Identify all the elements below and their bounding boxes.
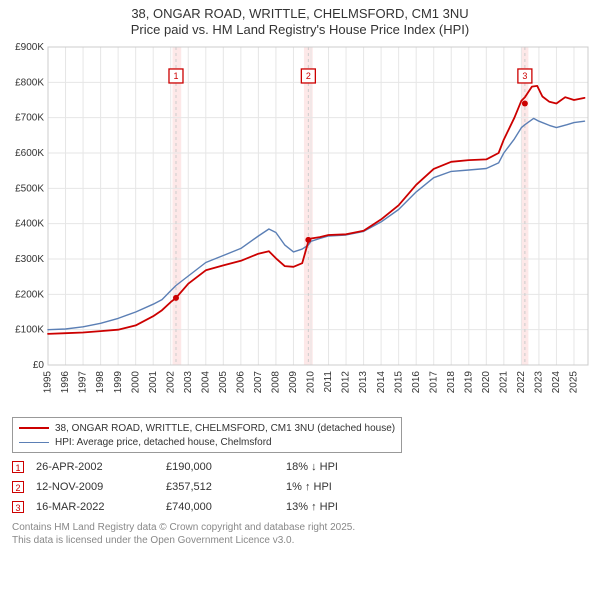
svg-text:2022: 2022 <box>516 371 527 394</box>
svg-text:3: 3 <box>522 71 527 81</box>
marker-diff: 1% ↑ HPI <box>286 481 406 493</box>
svg-text:2001: 2001 <box>148 371 159 394</box>
page: 38, ONGAR ROAD, WRITTLE, CHELMSFORD, CM1… <box>0 0 600 590</box>
marker-price: £357,512 <box>166 481 286 493</box>
marker-number-box: 3 <box>12 501 24 513</box>
svg-text:1997: 1997 <box>78 371 89 394</box>
marker-diff: 13% ↑ HPI <box>286 501 406 513</box>
legend-row: HPI: Average price, detached house, Chel… <box>19 435 395 449</box>
svg-text:2023: 2023 <box>534 371 545 394</box>
svg-text:2017: 2017 <box>428 371 439 394</box>
svg-text:2016: 2016 <box>411 371 422 394</box>
svg-text:£700K: £700K <box>15 113 44 124</box>
legend: 38, ONGAR ROAD, WRITTLE, CHELMSFORD, CM1… <box>12 417 402 453</box>
marker-number-box: 2 <box>12 481 24 493</box>
svg-text:2003: 2003 <box>183 371 194 394</box>
svg-text:2018: 2018 <box>446 371 457 394</box>
svg-text:£600K: £600K <box>15 148 44 159</box>
marker-diff: 18% ↓ HPI <box>286 461 406 473</box>
svg-text:2007: 2007 <box>253 371 264 394</box>
svg-text:1: 1 <box>173 71 178 81</box>
svg-text:2: 2 <box>306 71 311 81</box>
marker-date: 16-MAR-2022 <box>36 501 166 513</box>
svg-text:2024: 2024 <box>551 371 562 394</box>
legend-label: HPI: Average price, detached house, Chel… <box>55 437 272 448</box>
svg-text:2006: 2006 <box>235 371 246 394</box>
svg-text:2004: 2004 <box>200 371 211 394</box>
svg-text:£100K: £100K <box>15 325 44 336</box>
chart: £0 £100K £200K £300K £400K £500K £600K £700K £80… <box>10 41 590 411</box>
legend-label: 38, ONGAR ROAD, WRITTLE, CHELMSFORD, CM1… <box>55 423 395 434</box>
legend-row: 38, ONGAR ROAD, WRITTLE, CHELMSFORD, CM1… <box>19 421 395 435</box>
marker-row: 2 12-NOV-2009£357,5121% ↑ HPI <box>12 477 588 497</box>
svg-text:2012: 2012 <box>341 371 352 394</box>
svg-text:2002: 2002 <box>165 371 176 394</box>
svg-text:1998: 1998 <box>95 371 106 394</box>
svg-text:2009: 2009 <box>288 371 299 394</box>
marker-row: 1 26-APR-2002£190,00018% ↓ HPI <box>12 457 588 477</box>
svg-text:£400K: £400K <box>15 219 44 230</box>
credits-line-2: This data is licensed under the Open Gov… <box>12 534 588 547</box>
marker-price: £190,000 <box>166 461 286 473</box>
svg-text:2021: 2021 <box>498 371 509 394</box>
svg-text:2011: 2011 <box>323 371 334 393</box>
svg-text:2010: 2010 <box>306 371 317 394</box>
svg-text:2015: 2015 <box>393 371 404 394</box>
svg-text:1996: 1996 <box>60 371 71 394</box>
svg-text:2013: 2013 <box>358 371 369 394</box>
svg-text:£900K: £900K <box>15 42 44 53</box>
svg-text:2020: 2020 <box>481 371 492 394</box>
title-line-2: Price paid vs. HM Land Registry's House … <box>10 22 590 38</box>
svg-text:2008: 2008 <box>271 371 282 394</box>
svg-text:£0: £0 <box>33 360 45 371</box>
chart-svg: £0 £100K £200K £300K £400K £500K £600K £700K £80… <box>10 41 590 411</box>
svg-text:£300K: £300K <box>15 254 44 265</box>
svg-text:1999: 1999 <box>113 371 124 394</box>
marker-table: 1 26-APR-2002£190,00018% ↓ HPI 2 12-NOV-200… <box>12 457 588 517</box>
svg-text:£500K: £500K <box>15 184 44 195</box>
marker-price: £740,000 <box>166 501 286 513</box>
svg-text:2025: 2025 <box>569 371 580 394</box>
marker-row: 3 16-MAR-2022£740,00013% ↑ HPI <box>12 497 588 517</box>
svg-text:2014: 2014 <box>376 371 387 394</box>
title-line-1: 38, ONGAR ROAD, WRITTLE, CHELMSFORD, CM1… <box>10 6 590 22</box>
svg-text:£200K: £200K <box>15 290 44 301</box>
svg-text:2000: 2000 <box>130 371 141 394</box>
svg-text:£800K: £800K <box>15 78 44 89</box>
svg-text:1995: 1995 <box>43 371 54 394</box>
legend-swatch <box>19 442 49 443</box>
credits-line-1: Contains HM Land Registry data © Crown c… <box>12 521 588 534</box>
legend-swatch <box>19 427 49 429</box>
svg-text:2019: 2019 <box>463 371 474 394</box>
marker-date: 26-APR-2002 <box>36 461 166 473</box>
marker-date: 12-NOV-2009 <box>36 481 166 493</box>
credits: Contains HM Land Registry data © Crown c… <box>12 521 588 547</box>
title-block: 38, ONGAR ROAD, WRITTLE, CHELMSFORD, CM1… <box>10 6 590 37</box>
marker-number-box: 1 <box>12 461 24 473</box>
svg-text:2005: 2005 <box>218 371 229 394</box>
